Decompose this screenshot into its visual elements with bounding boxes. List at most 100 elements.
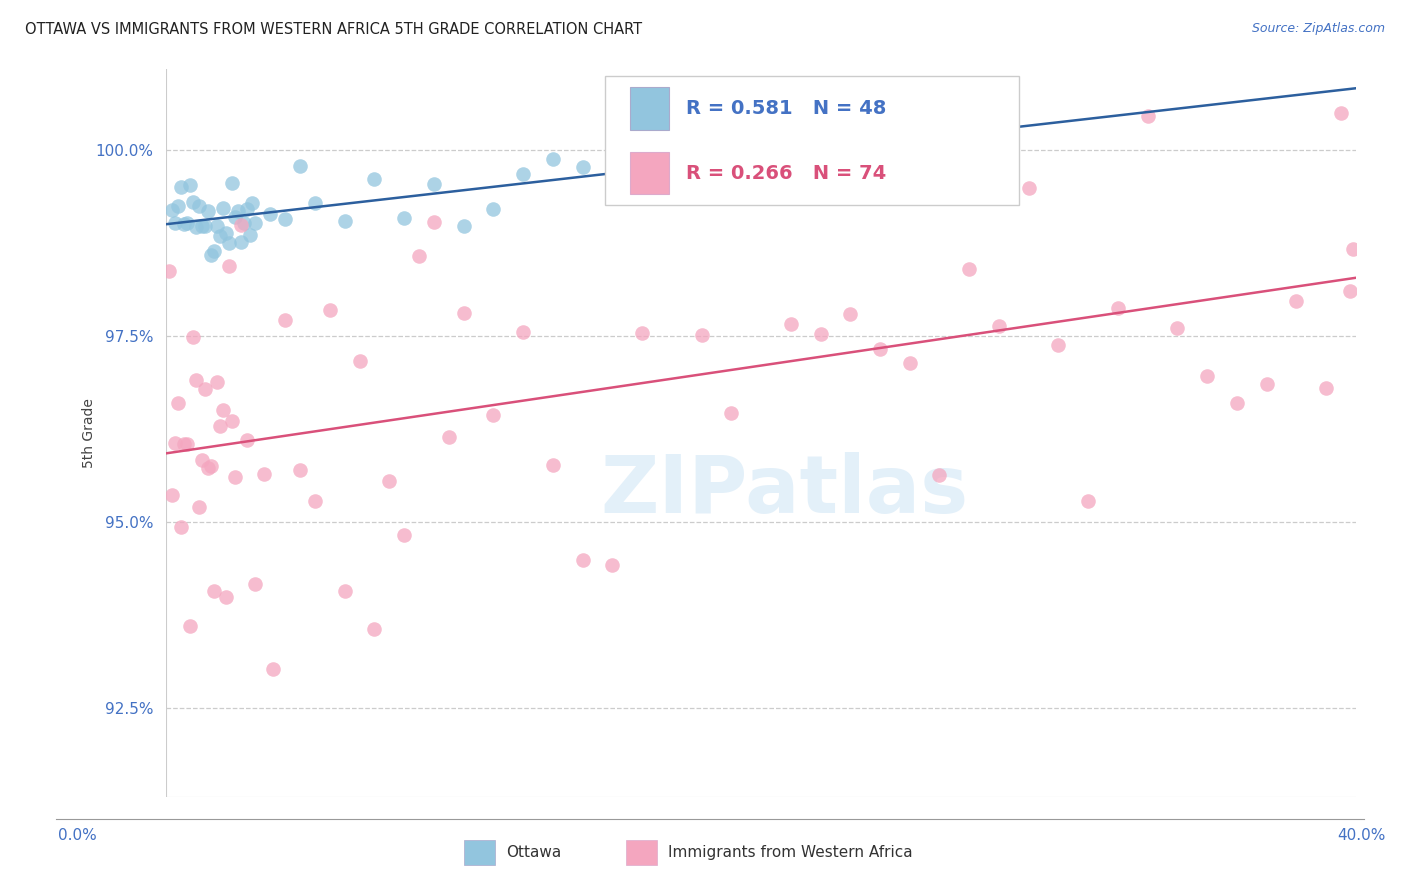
Point [1047,338,1070,352]
Point [235,433,257,447]
Point [631,163,654,178]
Point [235,202,257,216]
Point [221,414,243,428]
Point [167,396,190,410]
Point [1077,493,1099,508]
Point [602,558,624,572]
Point [197,203,219,218]
Point [179,619,201,633]
Point [1136,109,1159,123]
Point [224,470,246,484]
Point [170,180,193,194]
Point [1107,301,1129,315]
Point [1018,180,1040,194]
Point [184,220,207,235]
Text: 40.0%: 40.0% [1337,828,1385,843]
Point [1315,381,1337,395]
Point [160,488,183,502]
Point [690,164,713,178]
Point [173,437,195,451]
Point [898,356,921,370]
Point [218,259,240,273]
Point [957,261,980,276]
Point [200,458,222,473]
Point [218,235,240,250]
Point [512,167,534,181]
Point [191,452,214,467]
Point [181,330,204,344]
Point [1330,106,1353,120]
Point [482,202,505,217]
Point [176,216,198,230]
Point [1226,396,1249,410]
Point [602,162,624,177]
Point [1339,284,1361,298]
Point [720,155,742,169]
Point [202,244,225,258]
Point [165,435,187,450]
Point [184,373,207,387]
Point [453,306,475,320]
Y-axis label: 5th Grade: 5th Grade [83,398,97,467]
Point [288,463,311,477]
Point [304,196,326,211]
Point [170,520,193,534]
Point [749,148,772,162]
Point [157,264,180,278]
Point [363,171,385,186]
Point [262,662,284,676]
Point [571,161,593,175]
Point [194,219,217,233]
Point [176,437,198,451]
Text: R = 0.581   N = 48: R = 0.581 N = 48 [686,99,887,118]
Text: 0.0%: 0.0% [58,828,97,843]
Point [224,211,246,225]
Point [194,382,217,396]
Text: Source: ZipAtlas.com: Source: ZipAtlas.com [1251,22,1385,36]
Point [229,235,252,249]
Point [1197,369,1219,384]
Point [333,584,356,599]
Point [242,195,264,210]
Point [690,328,713,343]
Point [1285,293,1308,308]
Point [165,216,187,230]
Point [173,217,195,231]
Point [253,467,276,482]
Point [211,201,233,215]
Point [1256,376,1278,391]
Point [661,127,683,141]
Point [245,216,267,230]
Point [215,590,238,604]
Point [202,584,225,599]
Point [988,319,1011,334]
Point [839,306,862,320]
Point [167,199,190,213]
Point [423,178,446,192]
Point [221,176,243,190]
Point [779,318,801,332]
Point [245,577,267,591]
Point [541,152,564,166]
Point [453,219,475,233]
Point [423,214,446,228]
Point [179,178,201,193]
Point [200,248,222,262]
Point [319,303,342,318]
Point [274,212,297,227]
Point [720,406,742,420]
Point [333,214,356,228]
Point [215,226,238,240]
Point [208,228,231,243]
Point [869,342,891,356]
Point [349,354,371,368]
Text: Immigrants from Western Africa: Immigrants from Western Africa [668,846,912,860]
Point [259,207,281,221]
Point [188,500,211,515]
Point [274,312,297,326]
Point [869,106,891,120]
Point [1341,243,1364,257]
Text: ZIPatlas: ZIPatlas [600,452,969,530]
Point [482,408,505,422]
Point [181,194,204,209]
